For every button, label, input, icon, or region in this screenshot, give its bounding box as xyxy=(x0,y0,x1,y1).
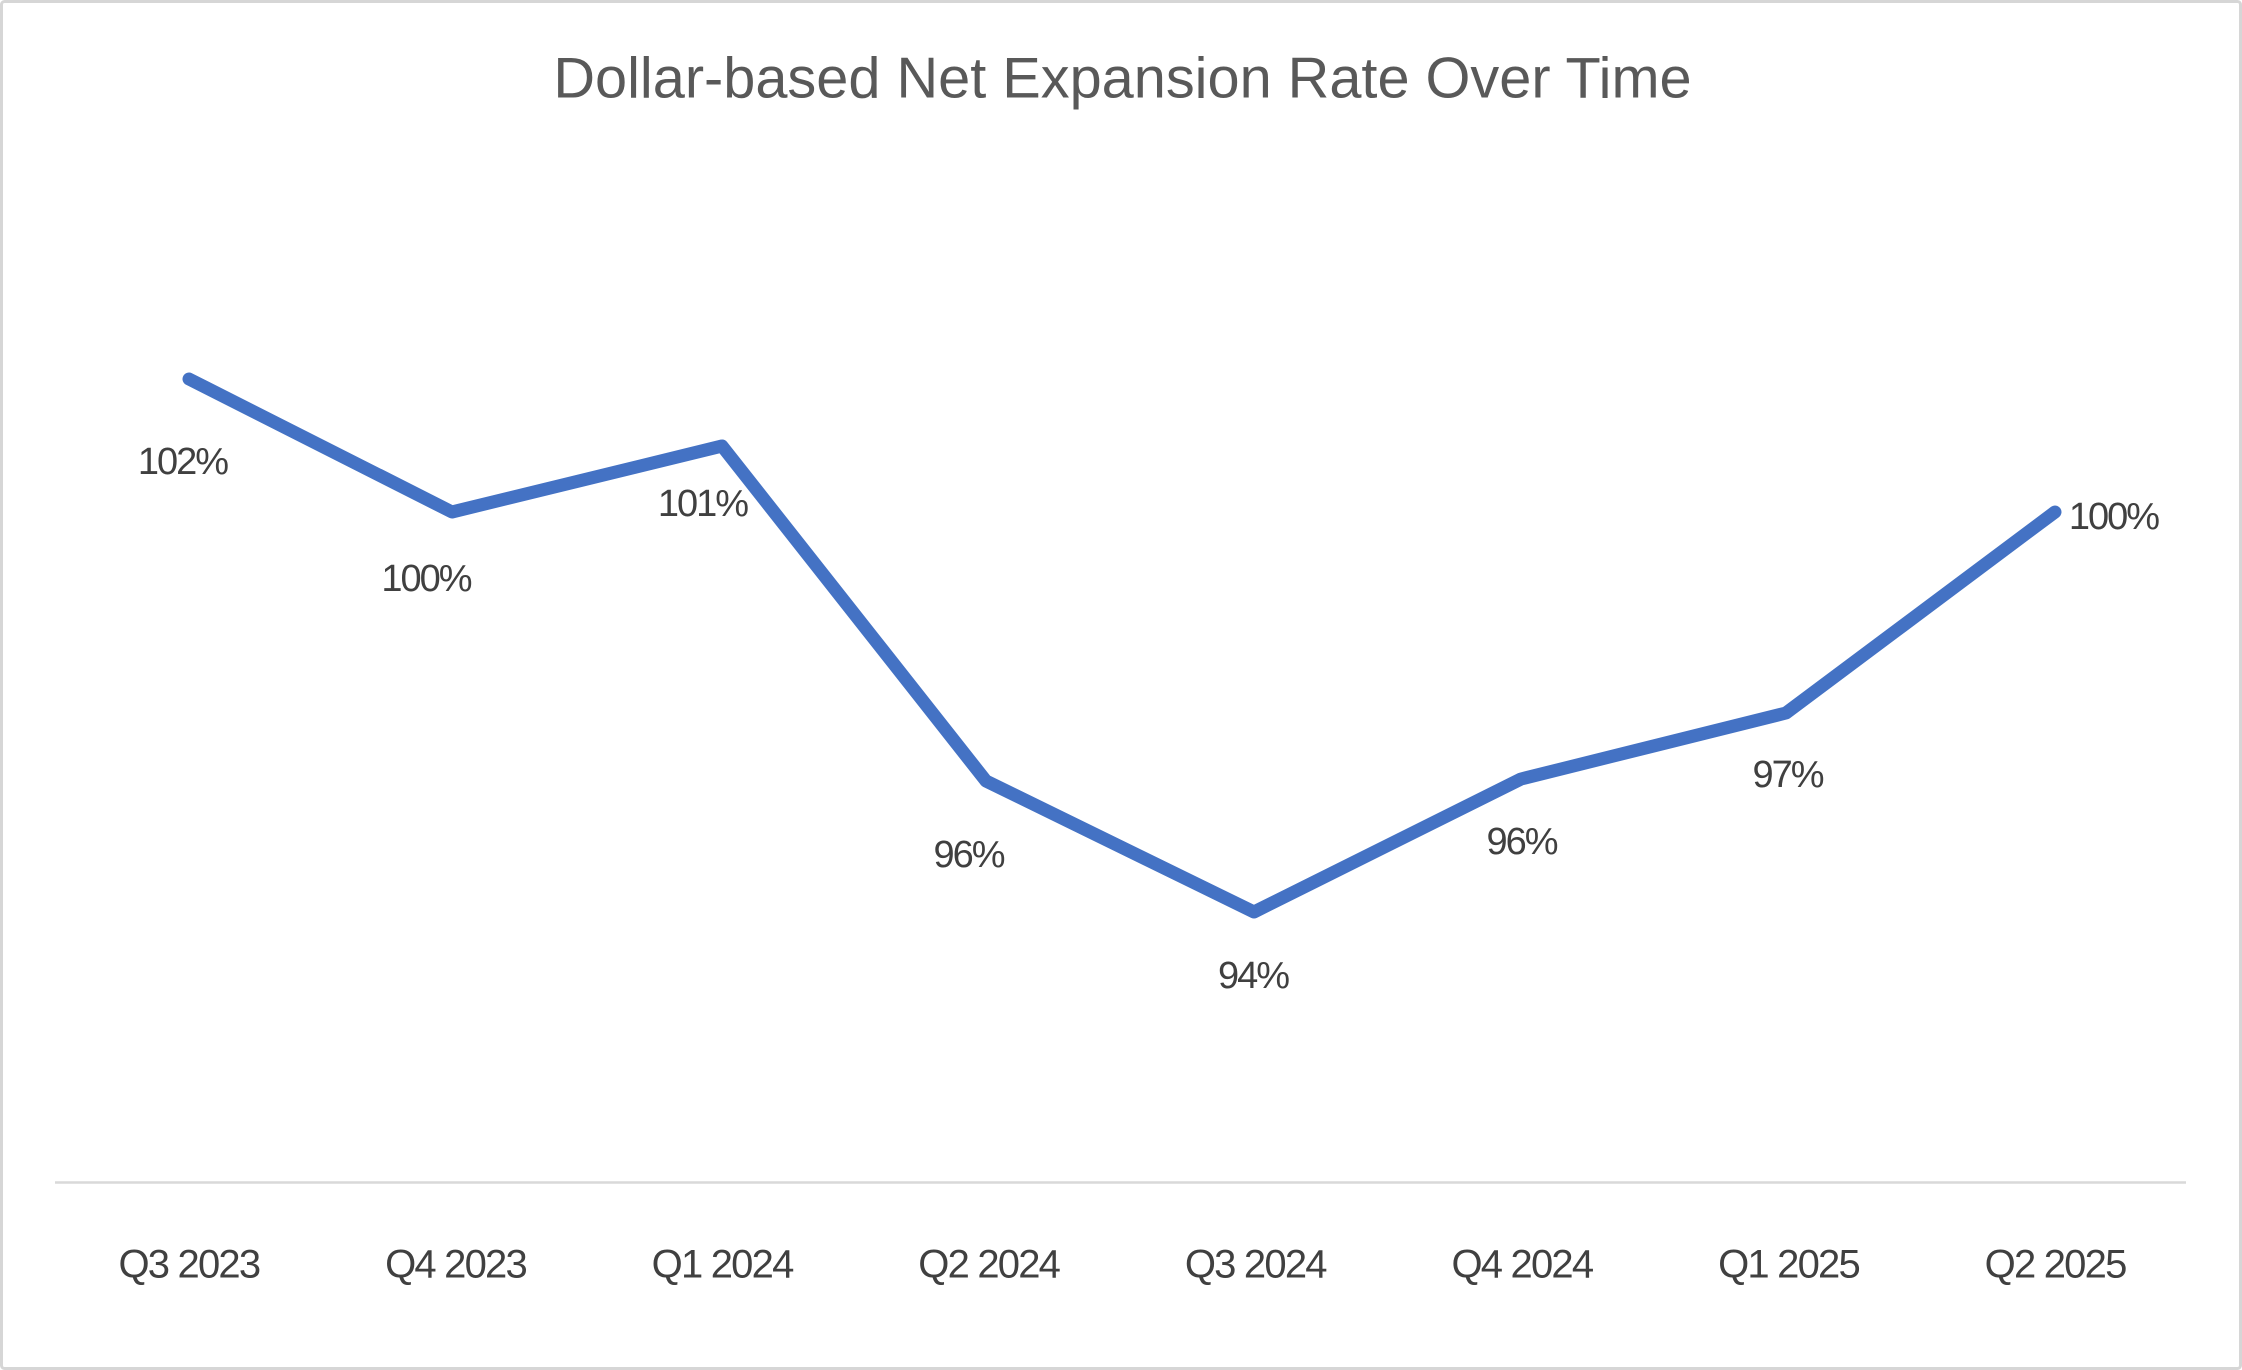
svg-text:96%: 96% xyxy=(1486,821,1557,863)
svg-text:100%: 100% xyxy=(2069,496,2159,538)
svg-text:Dollar-based Net Expansion Rat: Dollar-based Net Expansion Rate Over Tim… xyxy=(553,47,1691,111)
svg-text:94%: 94% xyxy=(1218,955,1289,997)
svg-text:101%: 101% xyxy=(658,483,748,525)
svg-text:Q4 2024: Q4 2024 xyxy=(1451,1243,1593,1287)
svg-text:97%: 97% xyxy=(1752,754,1823,796)
svg-text:102%: 102% xyxy=(138,441,228,483)
svg-text:96%: 96% xyxy=(933,834,1004,876)
svg-text:Q4 2023: Q4 2023 xyxy=(385,1243,526,1287)
svg-text:100%: 100% xyxy=(381,558,471,600)
svg-text:Q3 2024: Q3 2024 xyxy=(1185,1243,1327,1287)
svg-text:Q1 2024: Q1 2024 xyxy=(652,1243,794,1287)
svg-text:Q2 2025: Q2 2025 xyxy=(1985,1243,2126,1287)
svg-text:Q2 2024: Q2 2024 xyxy=(918,1243,1060,1287)
svg-text:Q1 2025: Q1 2025 xyxy=(1718,1243,1859,1287)
svg-text:Q3 2023: Q3 2023 xyxy=(118,1243,259,1287)
